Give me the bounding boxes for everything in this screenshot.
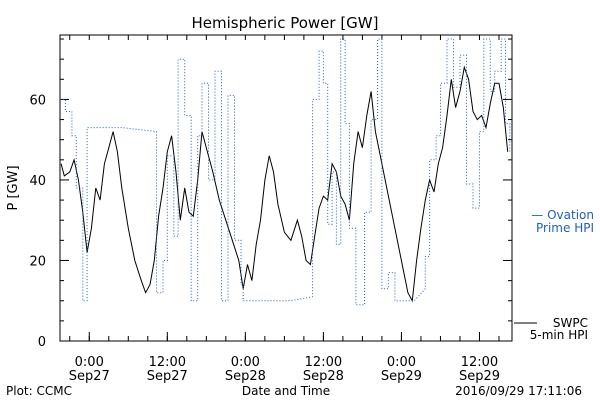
x-tick-label-time: 0:00 xyxy=(75,355,104,370)
legend-ovation-line2: Prime HPI xyxy=(536,221,594,235)
y-axis-label: P [GW] xyxy=(6,165,21,210)
legend-swpc-line2: 5-min HPI xyxy=(530,328,588,342)
y-tick-label: 0 xyxy=(38,335,46,350)
x-tick-label-time: 0:00 xyxy=(231,355,260,370)
y-axis: 0 20 40 60 xyxy=(29,38,512,350)
legend-swpc-line1: SWPC xyxy=(553,316,588,330)
x-tick-label-date: Sep28 xyxy=(225,369,266,384)
y-tick-label: 60 xyxy=(29,93,46,108)
x-axis: 0:00Sep2712:00Sep270:00Sep2812:00Sep280:… xyxy=(69,35,500,384)
x-axis-label: Date and Time xyxy=(242,384,330,398)
legend-ovation-line1: — Ovation xyxy=(531,208,594,222)
x-tick-label-date: Sep29 xyxy=(381,369,422,384)
series-layer xyxy=(60,38,511,306)
series-line-ovation-prime-hpi xyxy=(60,38,511,306)
footer-timestamp: 2016/09/29 17:11:06 xyxy=(455,384,582,398)
chart-title: Hemispheric Power [GW] xyxy=(192,14,379,32)
x-tick-label-time: 12:00 xyxy=(305,355,342,370)
x-tick-label-date: Sep29 xyxy=(459,369,500,384)
plot-frame xyxy=(59,34,513,342)
x-tick-label-time: 12:00 xyxy=(461,355,498,370)
x-tick-label-date: Sep27 xyxy=(69,369,110,384)
x-tick-label-time: 12:00 xyxy=(149,355,186,370)
y-tick-label: 20 xyxy=(29,254,46,269)
series-line-swpc-hpi xyxy=(60,65,509,303)
footer-plot-credit: Plot: CCMC xyxy=(6,384,72,398)
x-tick-label-date: Sep28 xyxy=(303,369,344,384)
x-tick-label-date: Sep27 xyxy=(147,369,188,384)
x-tick-label-time: 0:00 xyxy=(387,355,416,370)
y-tick-label: 40 xyxy=(29,174,46,189)
